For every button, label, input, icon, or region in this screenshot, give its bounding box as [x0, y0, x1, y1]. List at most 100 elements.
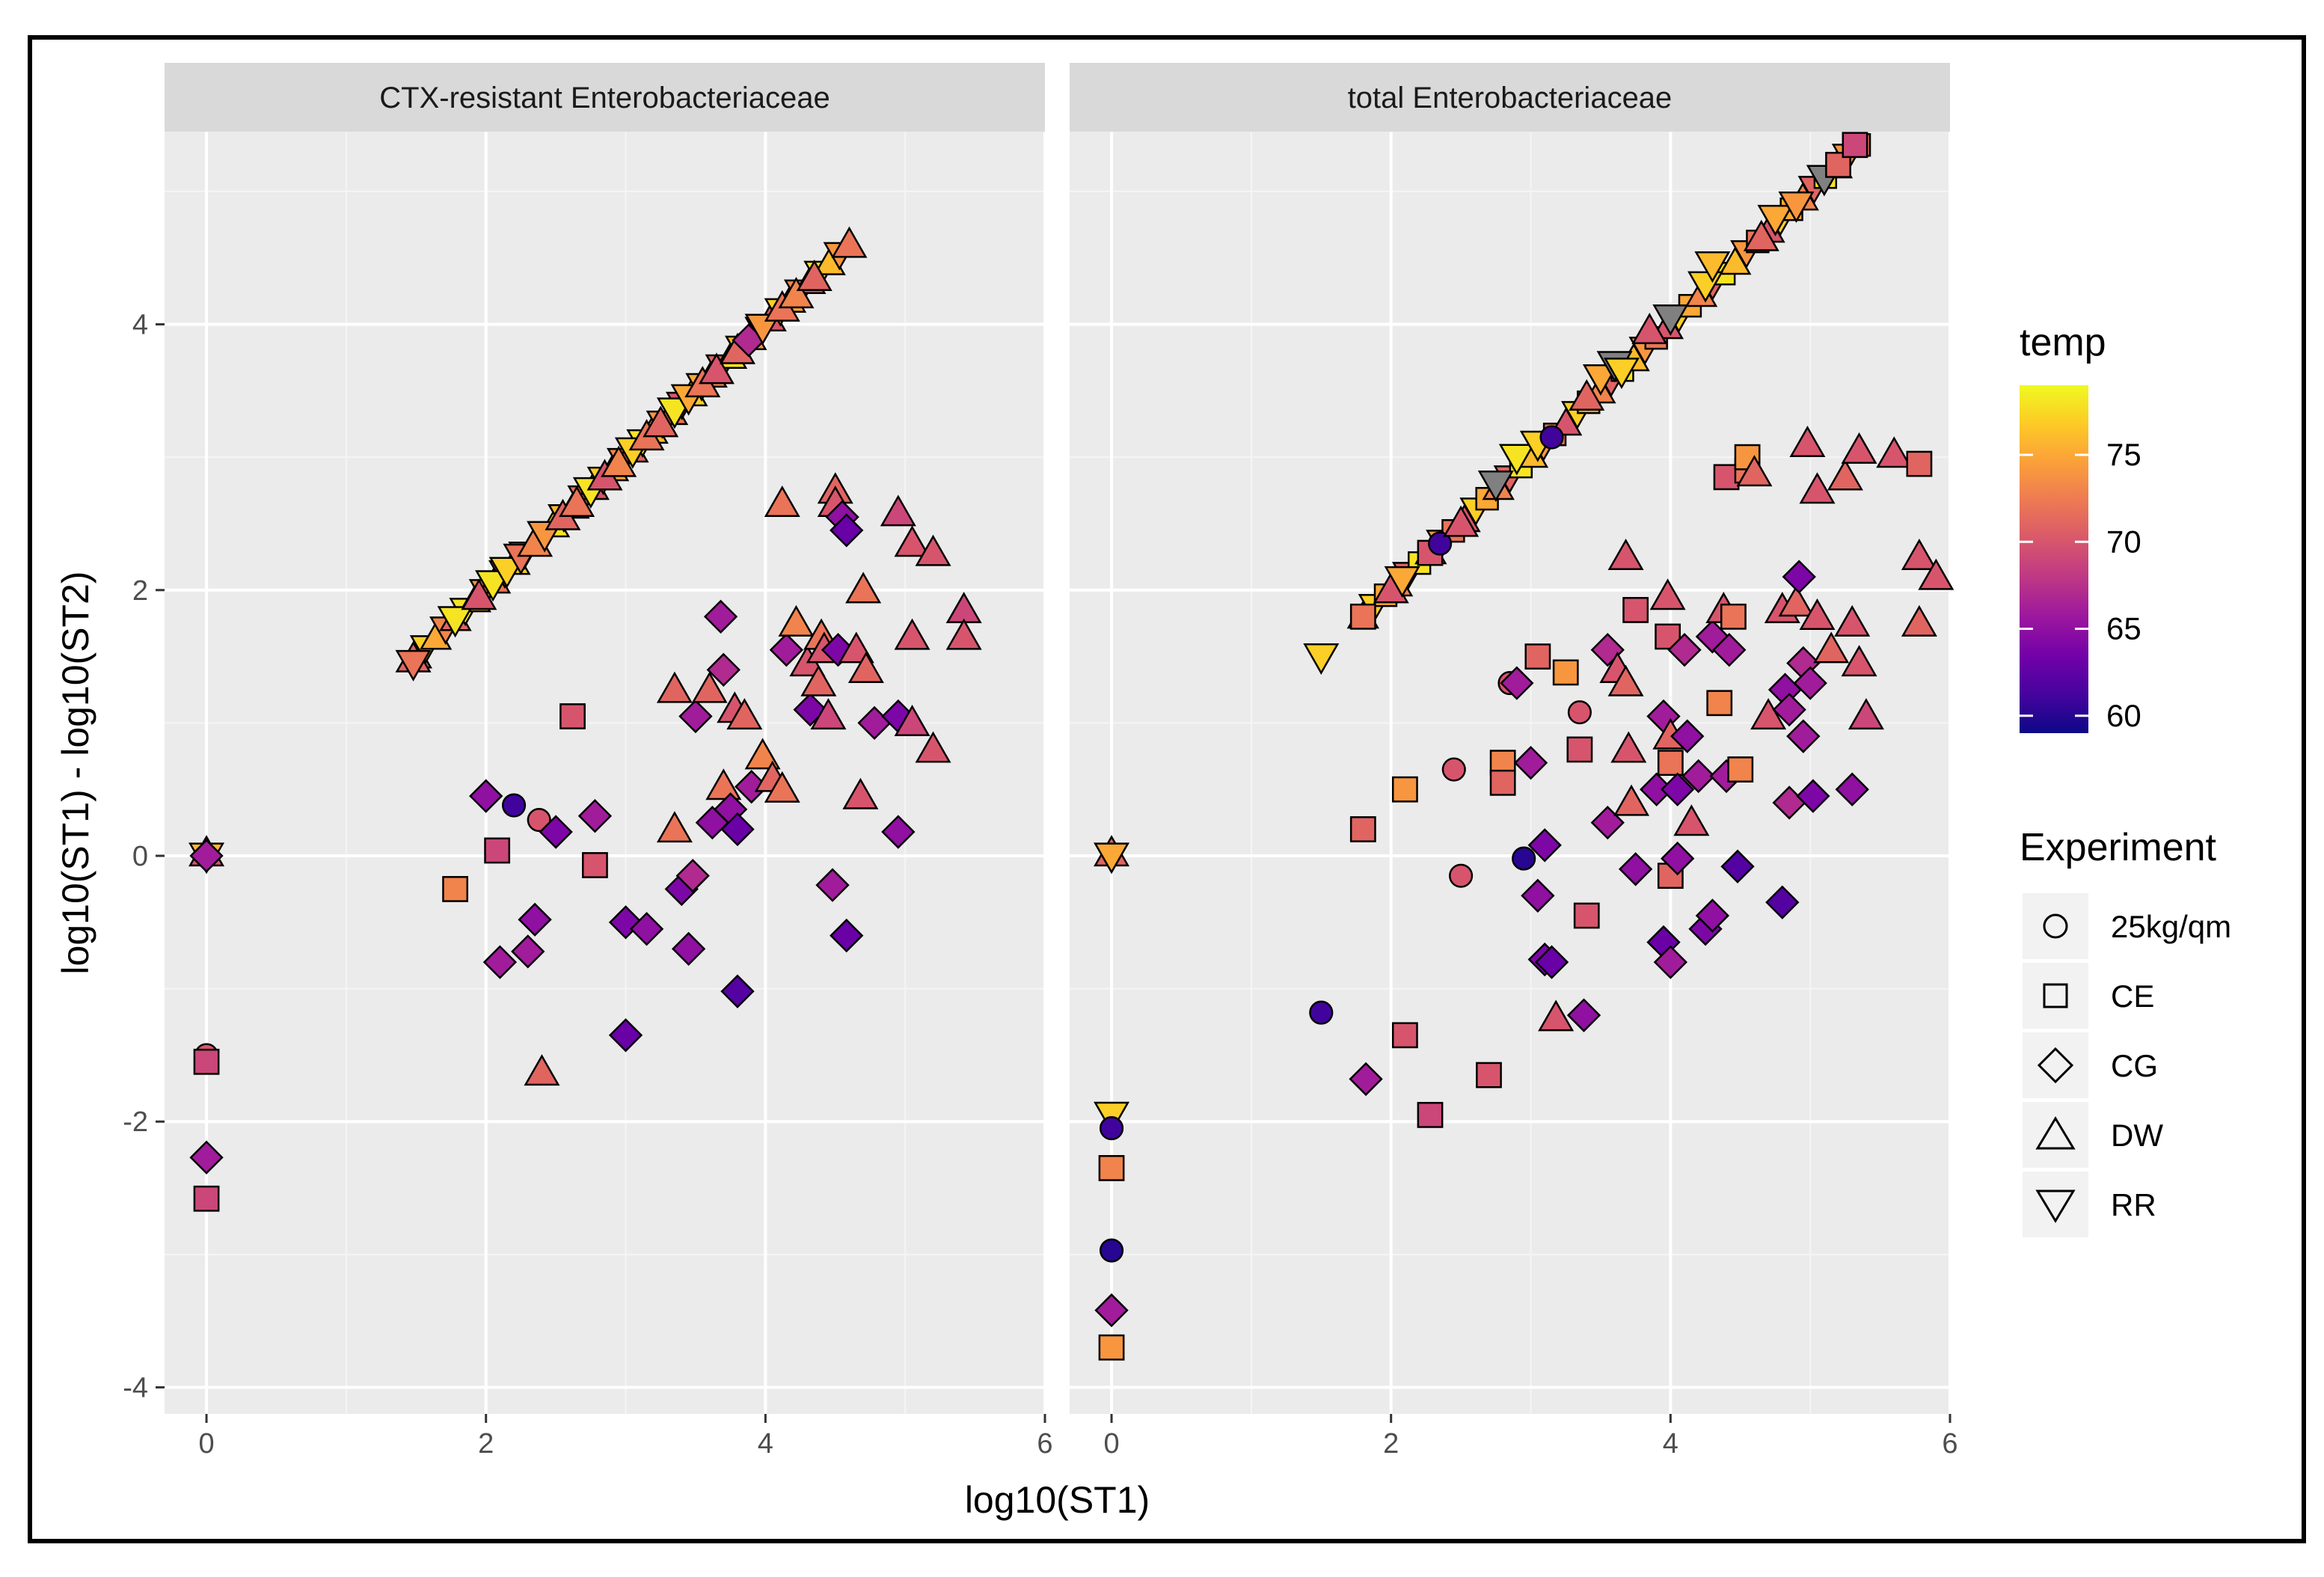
data-point: [559, 703, 586, 729]
data-point: [608, 905, 643, 940]
data-point: [1417, 1101, 1444, 1128]
y-tick-label: 4: [132, 310, 148, 341]
data-point: [1694, 251, 1731, 283]
data-point: [675, 858, 710, 893]
data-point: [894, 525, 930, 557]
triangle-down-icon: [2035, 1189, 2076, 1223]
data-point: [1778, 192, 1815, 224]
x-tick-label: 0: [198, 1428, 214, 1460]
data-point: [1384, 566, 1420, 598]
data-point: [511, 934, 545, 969]
data-point: [1099, 1238, 1124, 1263]
data-point: [1569, 379, 1605, 411]
data-point: [1835, 772, 1869, 806]
y-tick-label: -4: [123, 1372, 148, 1403]
data-point: [437, 606, 473, 638]
data-point: [720, 812, 755, 847]
color-bar-label: 70: [2106, 524, 2141, 559]
data-point: [193, 1185, 220, 1212]
data-point: [1443, 505, 1480, 537]
panel-title: CTX-resistant Enterobacteriaceae: [379, 82, 830, 114]
data-point: [1670, 719, 1705, 753]
data-point: [1782, 560, 1816, 594]
data-point: [656, 811, 693, 843]
legend-key-background: [2023, 963, 2088, 1029]
legend-key-square-icon: [2043, 983, 2068, 1008]
data-point: [764, 485, 800, 517]
data-point: [1750, 698, 1787, 730]
data-point: [778, 277, 815, 309]
data-point: [810, 698, 847, 730]
data-point: [1727, 756, 1754, 783]
data-point: [1098, 1334, 1125, 1361]
data-point: [1757, 204, 1794, 236]
data-point: [1513, 746, 1548, 780]
data-point: [1649, 578, 1686, 610]
data-point: [601, 445, 637, 477]
data-point: [518, 902, 552, 937]
data-point: [845, 572, 882, 604]
y-tick-label: -2: [123, 1106, 148, 1138]
data-point: [1778, 585, 1815, 617]
shape-legend-title: Experiment: [2020, 826, 2217, 869]
data-point: [1098, 1155, 1125, 1181]
data-point: [484, 837, 511, 864]
data-point: [830, 918, 864, 953]
legend-item-label: CG: [2111, 1048, 2158, 1083]
data-point: [1613, 784, 1650, 816]
legend-key-triangle-icon: [2035, 1116, 2076, 1150]
data-point: [629, 912, 664, 946]
data-point: [1813, 631, 1850, 664]
data-point: [821, 633, 856, 667]
data-point: [1825, 152, 1851, 178]
data-point: [705, 768, 742, 800]
legend-key-background: [2023, 1172, 2088, 1237]
data-point: [1772, 692, 1806, 727]
data-point: [1498, 444, 1535, 476]
data-point: [842, 777, 879, 809]
y-tick-label: 0: [132, 841, 148, 872]
data-point: [1534, 945, 1569, 979]
circle-icon: [2043, 913, 2068, 939]
data-point: [769, 633, 804, 667]
data-point: [1539, 425, 1564, 450]
data-point: [395, 649, 432, 682]
data-point: [744, 313, 781, 346]
legend-key-background: [2023, 1032, 2088, 1098]
data-point: [1428, 531, 1453, 556]
data-point: [1527, 828, 1562, 863]
panel-strip: [165, 63, 1045, 132]
data-point: [1736, 455, 1773, 487]
data-point: [1712, 633, 1747, 667]
data-point: [1607, 539, 1644, 571]
data-point: [1099, 1116, 1124, 1141]
data-point: [1765, 885, 1800, 919]
data-point: [1827, 459, 1863, 491]
data-point: [894, 705, 930, 737]
data-point: [1489, 769, 1516, 796]
data-point: [915, 534, 951, 566]
data-point: [1566, 736, 1593, 763]
data-point: [1876, 436, 1913, 468]
data-point: [1603, 358, 1640, 390]
data-point: [671, 931, 706, 967]
legend-key-diamond-icon: [2037, 1047, 2074, 1084]
data-point: [1673, 804, 1710, 836]
data-point: [800, 664, 837, 696]
data-point: [1618, 852, 1653, 887]
data-point: [189, 839, 224, 873]
data-point: [720, 974, 755, 1008]
data-point: [764, 771, 800, 803]
data-point: [1582, 364, 1619, 396]
panel-2: total Enterobacteriaceae 0 2 4 6: [1070, 63, 1958, 1460]
legend-item-label: DW: [2111, 1118, 2163, 1153]
color-bar-label: 60: [2106, 698, 2141, 733]
data-point: [1667, 633, 1702, 667]
data-point: [501, 793, 527, 818]
x-tick-label: 6: [1037, 1428, 1052, 1460]
x-tick-label: 2: [1383, 1428, 1399, 1460]
data-point: [1901, 604, 1937, 637]
data-point: [189, 1140, 224, 1175]
y-tick-label: 2: [132, 575, 148, 607]
